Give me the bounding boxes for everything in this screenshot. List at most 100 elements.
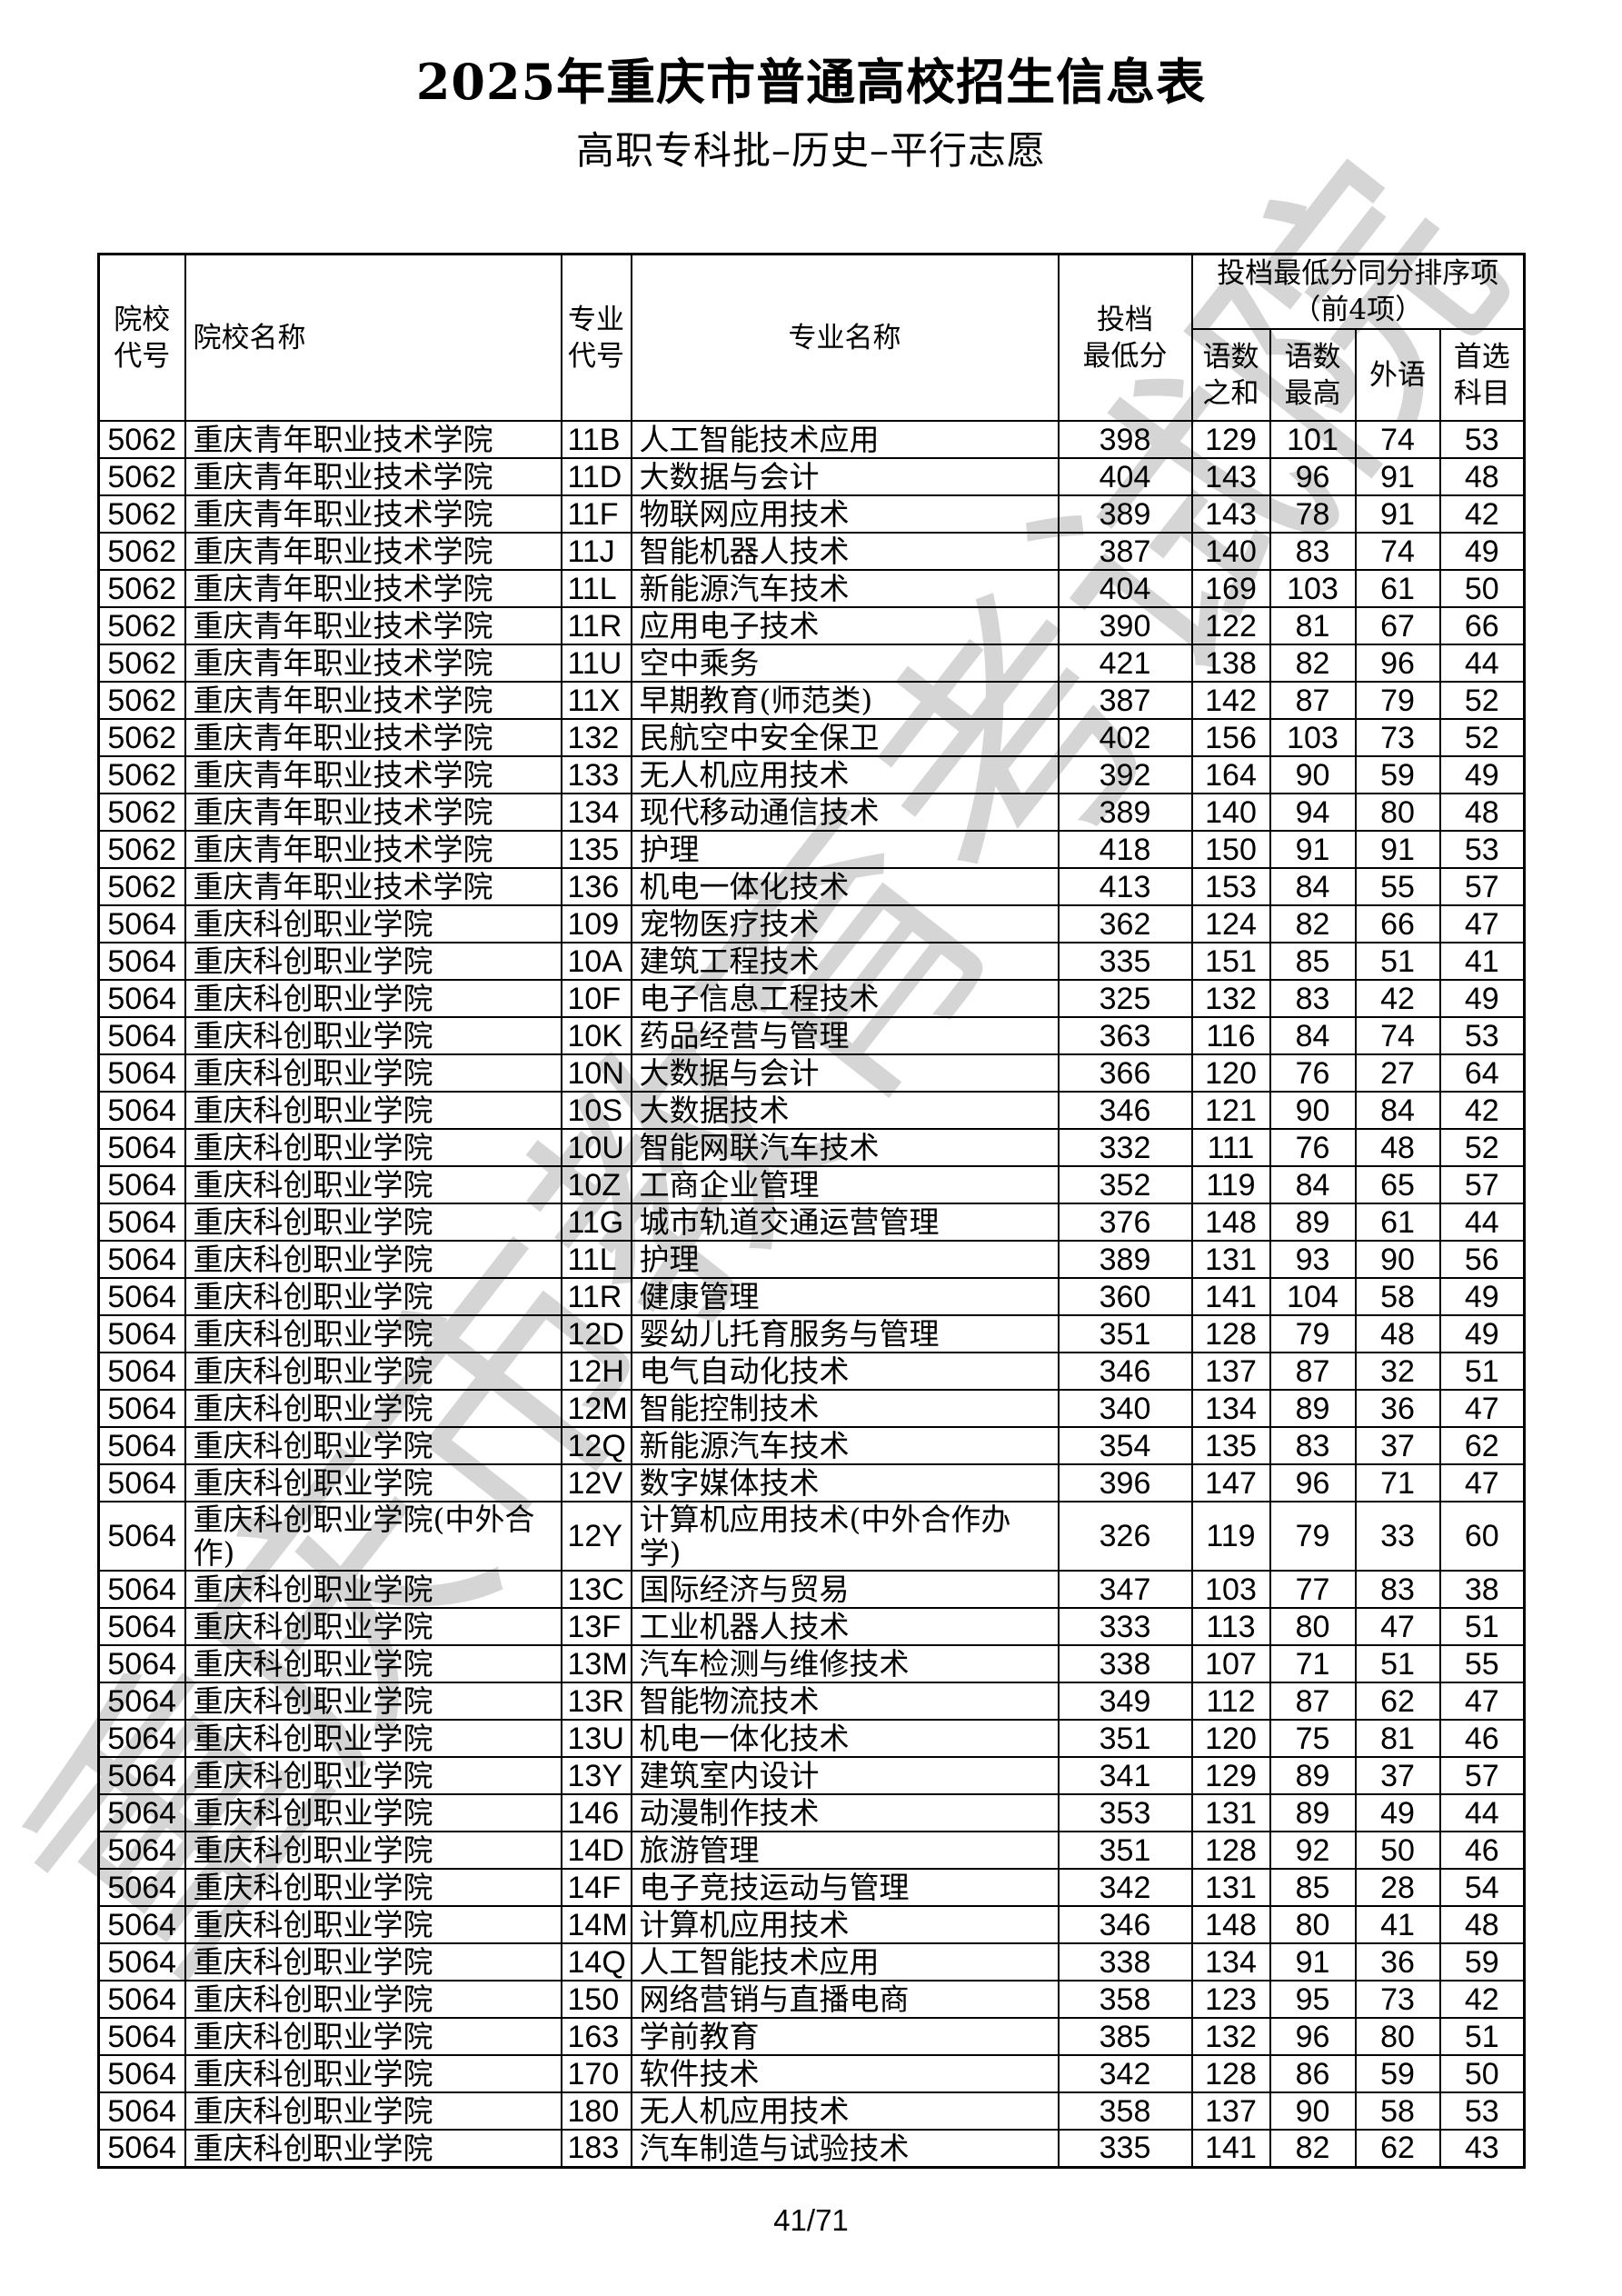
cell-school-code: 5064 (97, 1905, 186, 1944)
cell-min-score: 352 (1057, 1165, 1193, 1204)
cell-major-name: 宠物医疗技术 (630, 904, 1060, 943)
cell-major-name: 无人机应用技术 (630, 755, 1060, 794)
cell-foreign-language: 51 (1354, 942, 1441, 981)
cell-major-code: 11R (560, 606, 632, 645)
table-row: 5064 重庆科创职业学院 12D 婴幼儿托育服务与管理 351 128 79 … (97, 1314, 1526, 1353)
cell-major-name: 数字媒体技术 (630, 1463, 1060, 1502)
cell-major-code: 13Y (560, 1756, 632, 1795)
table-row: 5062 重庆青年职业技术学院 132 民航空中安全保卫 402 156 103… (97, 718, 1526, 757)
cell-major-code: 170 (560, 2054, 632, 2093)
cell-major-name: 人工智能技术应用 (630, 1942, 1060, 1982)
admission-score-table: 院校 代号 院校名称 专业 代号 专业名称 投档 最低分 投档最低分同分排序项 … (97, 253, 1526, 2169)
cell-chinese-math-sum: 150 (1190, 830, 1271, 869)
cell-chinese-math-max: 90 (1269, 2091, 1357, 2131)
cell-foreign-language: 49 (1354, 1793, 1441, 1832)
cell-foreign-language: 80 (1354, 2017, 1441, 2056)
cell-min-score: 387 (1057, 532, 1193, 571)
cell-first-subject: 47 (1438, 904, 1526, 943)
cell-chinese-math-max: 93 (1269, 1240, 1357, 1279)
cell-school-code: 5064 (97, 1942, 186, 1982)
cell-min-score: 376 (1057, 1203, 1193, 1242)
cell-school-name: 重庆青年职业技术学院 (184, 755, 562, 794)
cell-first-subject: 50 (1438, 2054, 1526, 2093)
cell-major-code: 150 (560, 1980, 632, 2019)
cell-min-score: 398 (1057, 420, 1193, 459)
cell-foreign-language: 80 (1354, 793, 1441, 832)
cell-min-score: 333 (1057, 1607, 1193, 1646)
cell-chinese-math-max: 83 (1269, 979, 1357, 1018)
cell-major-code: 14M (560, 1905, 632, 1944)
cell-school-name: 重庆科创职业学院 (184, 2054, 562, 2093)
page-subtitle: 高职专科批–历史–平行志愿 (575, 128, 1046, 173)
cell-major-name: 护理 (630, 830, 1060, 869)
cell-chinese-math-max: 89 (1269, 1203, 1357, 1242)
cell-major-name: 汽车检测与维修技术 (630, 1644, 1060, 1683)
cell-school-name: 重庆科创职业学院 (184, 1277, 562, 1316)
cell-chinese-math-max: 87 (1269, 681, 1357, 720)
cell-school-name: 重庆科创职业学院 (184, 1570, 562, 1609)
cell-chinese-math-sum: 113 (1190, 1607, 1271, 1646)
cell-min-score: 338 (1057, 1942, 1193, 1982)
cell-chinese-math-max: 80 (1269, 1905, 1357, 1944)
cell-min-score: 342 (1057, 1868, 1193, 1907)
cell-school-name: 重庆科创职业学院 (184, 1831, 562, 1870)
cell-school-name: 重庆科创职业学院 (184, 1756, 562, 1795)
cell-chinese-math-sum: 132 (1190, 979, 1271, 1018)
cell-school-name: 重庆科创职业学院 (184, 1463, 562, 1502)
cell-min-score: 351 (1057, 1719, 1193, 1758)
cell-foreign-language: 28 (1354, 1868, 1441, 1907)
cell-chinese-math-max: 82 (1269, 2129, 1357, 2168)
cell-school-name: 重庆科创职业学院 (184, 1389, 562, 1428)
cell-first-subject: 42 (1438, 494, 1526, 534)
cell-major-code: 14Q (560, 1942, 632, 1982)
cell-chinese-math-sum: 131 (1190, 1793, 1271, 1832)
table-row: 5064 重庆科创职业学院 11L 护理 389 131 93 90 56 (97, 1240, 1526, 1279)
cell-school-code: 5062 (97, 494, 186, 534)
cell-chinese-math-sum: 142 (1190, 681, 1271, 720)
cell-school-code: 5062 (97, 793, 186, 832)
cell-first-subject: 60 (1438, 1501, 1526, 1572)
cell-first-subject: 57 (1438, 1756, 1526, 1795)
table-row: 5064 重庆科创职业学院 10K 药品经营与管理 363 116 84 74 … (97, 1016, 1526, 1055)
cell-school-code: 5064 (97, 1719, 186, 1758)
cell-chinese-math-max: 96 (1269, 2017, 1357, 2056)
cell-school-code: 5062 (97, 457, 186, 496)
cell-min-score: 362 (1057, 904, 1193, 943)
cell-chinese-math-sum: 156 (1190, 718, 1271, 757)
cell-chinese-math-max: 85 (1269, 1868, 1357, 1907)
cell-school-code: 5064 (97, 1314, 186, 1353)
table-row: 5064 重庆科创职业学院 14M 计算机应用技术 346 148 80 41 … (97, 1905, 1526, 1944)
header-min-score: 投档 最低分 (1057, 253, 1193, 422)
cell-chinese-math-sum: 169 (1190, 569, 1271, 608)
cell-foreign-language: 37 (1354, 1426, 1441, 1465)
cell-major-name: 计算机应用技术(中外合作办学) (630, 1501, 1060, 1572)
cell-major-code: 183 (560, 2129, 632, 2168)
cell-school-code: 5064 (97, 1203, 186, 1242)
cell-school-code: 5064 (97, 1240, 186, 1279)
cell-chinese-math-max: 82 (1269, 644, 1357, 683)
cell-chinese-math-sum: 112 (1190, 1682, 1271, 1721)
cell-min-score: 326 (1057, 1501, 1193, 1572)
cell-foreign-language: 51 (1354, 1644, 1441, 1683)
table-row: 5064 重庆科创职业学院 10S 大数据技术 346 121 90 84 42 (97, 1091, 1526, 1130)
cell-major-name: 机电一体化技术 (630, 1719, 1060, 1758)
cell-first-subject: 48 (1438, 793, 1526, 832)
cell-major-name: 应用电子技术 (630, 606, 1060, 645)
cell-school-name: 重庆科创职业学院 (184, 1682, 562, 1721)
cell-chinese-math-sum: 103 (1190, 1570, 1271, 1609)
table-row: 5062 重庆青年职业技术学院 11B 人工智能技术应用 398 129 101… (97, 420, 1526, 459)
cell-chinese-math-sum: 111 (1190, 1128, 1271, 1167)
cell-school-name: 重庆科创职业学院 (184, 942, 562, 981)
cell-major-name: 大数据与会计 (630, 457, 1060, 496)
header-school-code: 院校 代号 (97, 253, 186, 422)
cell-school-name: 重庆科创职业学院 (184, 2129, 562, 2168)
cell-chinese-math-max: 89 (1269, 1389, 1357, 1428)
cell-major-code: 12Y (560, 1501, 632, 1572)
page-title: 2025年重庆市普通高校招生信息表 (415, 53, 1207, 111)
cell-foreign-language: 83 (1354, 1570, 1441, 1609)
cell-school-code: 5064 (97, 1793, 186, 1832)
table-row: 5064 重庆科创职业学院(中外合作) 12Y 计算机应用技术(中外合作办学) … (97, 1501, 1526, 1572)
table-row: 5064 重庆科创职业学院 12V 数字媒体技术 396 147 96 71 4… (97, 1463, 1526, 1502)
cell-major-name: 物联网应用技术 (630, 494, 1060, 534)
cell-school-code: 5064 (97, 1128, 186, 1167)
